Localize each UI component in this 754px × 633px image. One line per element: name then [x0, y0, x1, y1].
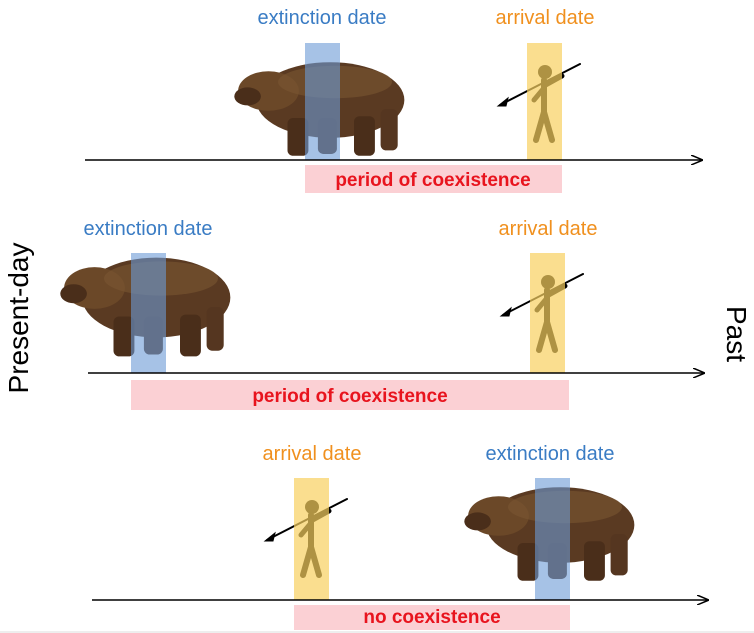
span-band — [131, 380, 569, 410]
extinction-label: extinction date — [84, 218, 213, 240]
extinction-label: extinction date — [258, 7, 387, 29]
span-label: no coexistence — [363, 607, 500, 628]
span-band — [305, 165, 562, 193]
past-label: Past — [721, 306, 752, 362]
arrival-label: arrival date — [499, 218, 598, 240]
arrival-band — [294, 478, 329, 600]
span-label: period of coexistence — [252, 386, 447, 407]
extinction-label: extinction date — [486, 443, 615, 465]
arrival-label: arrival date — [496, 7, 595, 29]
extinction-band — [535, 478, 570, 600]
arrival-band — [527, 43, 562, 160]
span-label: period of coexistence — [335, 170, 530, 191]
present-label: Present-day — [3, 243, 34, 394]
extinction-band — [305, 43, 340, 160]
arrival-band — [530, 253, 565, 373]
extinction-band — [131, 253, 166, 373]
span-band — [294, 605, 570, 630]
arrival-label: arrival date — [263, 443, 362, 465]
